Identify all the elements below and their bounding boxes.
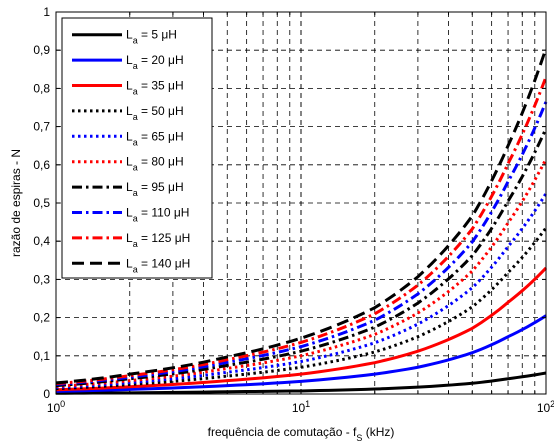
series-line-3 — [55, 266, 548, 392]
grid-layer — [56, 12, 546, 394]
legend-label: La = 80 μH — [126, 155, 184, 173]
x-tick-label: 100 — [47, 399, 65, 415]
y-axis-label: razão de espiras - N — [9, 149, 23, 257]
y-tick-label: 0,5 — [33, 196, 50, 210]
x-axis-label-sub: S — [356, 433, 362, 443]
legend-label: La = 140 μH — [126, 256, 190, 274]
series-line-9 — [55, 76, 548, 386]
series-line-1 — [55, 371, 547, 395]
y-tick-label: 0 — [43, 387, 50, 401]
y-tick-label: 0,2 — [33, 311, 50, 325]
legend-label: La = 65 μH — [126, 129, 184, 147]
y-tick-label: 0,8 — [33, 81, 50, 95]
legend: La = 5 μH La = 20 μH La = 35 μH La = 50 μH L… — [61, 17, 213, 279]
y-tick-label: 0,1 — [33, 349, 50, 363]
series-line-10 — [55, 47, 548, 385]
data-layer — [55, 47, 548, 395]
x-axis-label-tail: (kHz) — [362, 425, 394, 439]
tick-layer: 0 0,1 0,2 0,3 0,4 0,5 0,6 0,7 0,8 0,9 1 100 101 102 — [33, 5, 554, 415]
x-tick-label: 102 — [537, 399, 554, 415]
y-tick-label: 0,6 — [33, 158, 50, 172]
legend-label: La = 5 μH — [126, 28, 177, 46]
series-line-5 — [55, 192, 548, 390]
y-tick-label: 0,3 — [33, 272, 50, 286]
y-tick-label: 0,7 — [33, 120, 50, 134]
legend-label: La = 50 μH — [126, 104, 184, 122]
legend-label: La = 110 μH — [126, 206, 189, 224]
series-line-7 — [55, 127, 548, 388]
y-tick-label: 0,9 — [33, 43, 50, 57]
y-tick-label: 0,4 — [33, 234, 50, 248]
x-tick-label: 101 — [292, 399, 310, 415]
legend-label: La = 95 μH — [126, 180, 184, 198]
x-axis-label-main: frequência de comutação - f — [208, 425, 357, 439]
legend-label: La = 20 μH — [126, 53, 184, 71]
legend-label: La = 125 μH — [126, 231, 190, 249]
series-line-2 — [55, 314, 547, 393]
y-tick-label: 1 — [43, 5, 50, 19]
series-line-8 — [55, 101, 548, 386]
x-axis-label: frequência de comutação - fS (kHz) — [208, 425, 395, 443]
legend-label: La = 35 μH — [126, 79, 184, 97]
